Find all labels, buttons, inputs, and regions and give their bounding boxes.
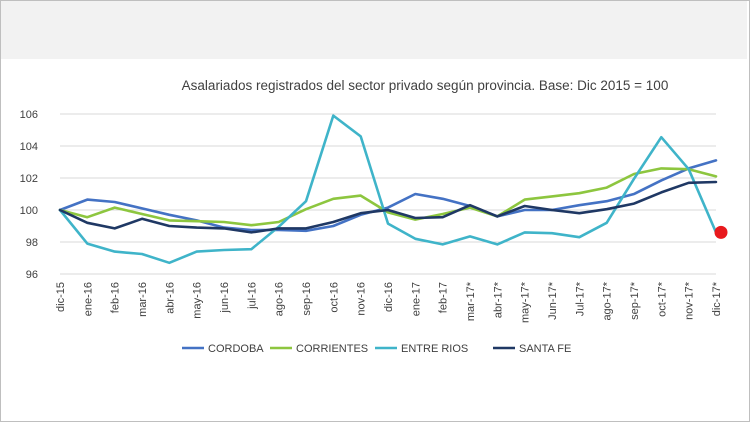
x-tick-label: sep-17* — [629, 281, 641, 320]
x-tick-label: abr-16 — [164, 282, 176, 314]
x-tick-label: sep-16 — [301, 282, 313, 316]
x-tick-label: ene-17 — [410, 282, 422, 316]
y-tick-label: 98 — [26, 237, 38, 249]
x-tick-label: feb-17 — [438, 282, 450, 313]
x-tick-label: dic-15 — [55, 282, 67, 312]
y-tick-label: 104 — [20, 141, 38, 153]
x-tick-label: ene-16 — [82, 282, 94, 316]
x-tick-label: dic-17* — [711, 281, 723, 316]
series-line-santa-fe — [58, 180, 718, 234]
x-tick-label: ago-17* — [602, 281, 614, 320]
chart-title: Asalariados registrados del sector priva… — [182, 78, 669, 93]
y-tick-label: 106 — [20, 109, 38, 121]
x-tick-label: Jun-17* — [547, 281, 559, 320]
y-axis: 96 98 100 102 104 106 — [20, 109, 38, 281]
x-tick-label: ago-16 — [274, 282, 286, 316]
x-tick-label: dic-16 — [383, 282, 395, 312]
x-tick-label: feb-16 — [110, 282, 122, 313]
highlight-point — [714, 225, 728, 239]
x-tick-label: may-17* — [520, 281, 532, 323]
legend: CORDOBA CORRIENTES ENTRE RIOS SANTA FE — [182, 343, 571, 355]
x-tick-label: nov-17* — [684, 281, 696, 320]
series-line-corrientes — [58, 167, 718, 227]
y-tick-label: 96 — [26, 269, 38, 281]
x-tick-label: mar-16 — [137, 282, 149, 317]
legend-label: SANTA FE — [519, 343, 571, 355]
series-line-entre-rios — [58, 114, 718, 265]
x-tick-label: oct-17* — [656, 281, 668, 317]
x-tick-label: may-16 — [192, 282, 204, 319]
y-tick-label: 100 — [20, 205, 38, 217]
legend-label: CORRIENTES — [296, 343, 368, 355]
x-tick-label: Jul-17* — [574, 281, 586, 316]
x-axis: dic-15 ene-16 feb-16 mar-16 abr-16 may-16 jun-… — [55, 281, 723, 323]
x-tick-label: jun-16 — [219, 282, 231, 314]
legend-label: CORDOBA — [208, 343, 264, 355]
y-tick-label: 102 — [20, 173, 38, 185]
x-tick-label: nov-16 — [356, 282, 368, 316]
x-tick-label: mar-17* — [465, 281, 477, 321]
x-tick-label: abr-17* — [492, 281, 504, 318]
series-line-cordoba — [58, 159, 718, 233]
highlight-marks — [714, 225, 728, 239]
header-band — [1, 1, 747, 59]
x-tick-label: jul-16 — [246, 282, 258, 310]
x-tick-label: oct-16 — [328, 282, 340, 313]
series-lines — [58, 114, 718, 265]
gridlines — [60, 113, 716, 275]
legend-label: ENTRE RIOS — [401, 343, 468, 355]
